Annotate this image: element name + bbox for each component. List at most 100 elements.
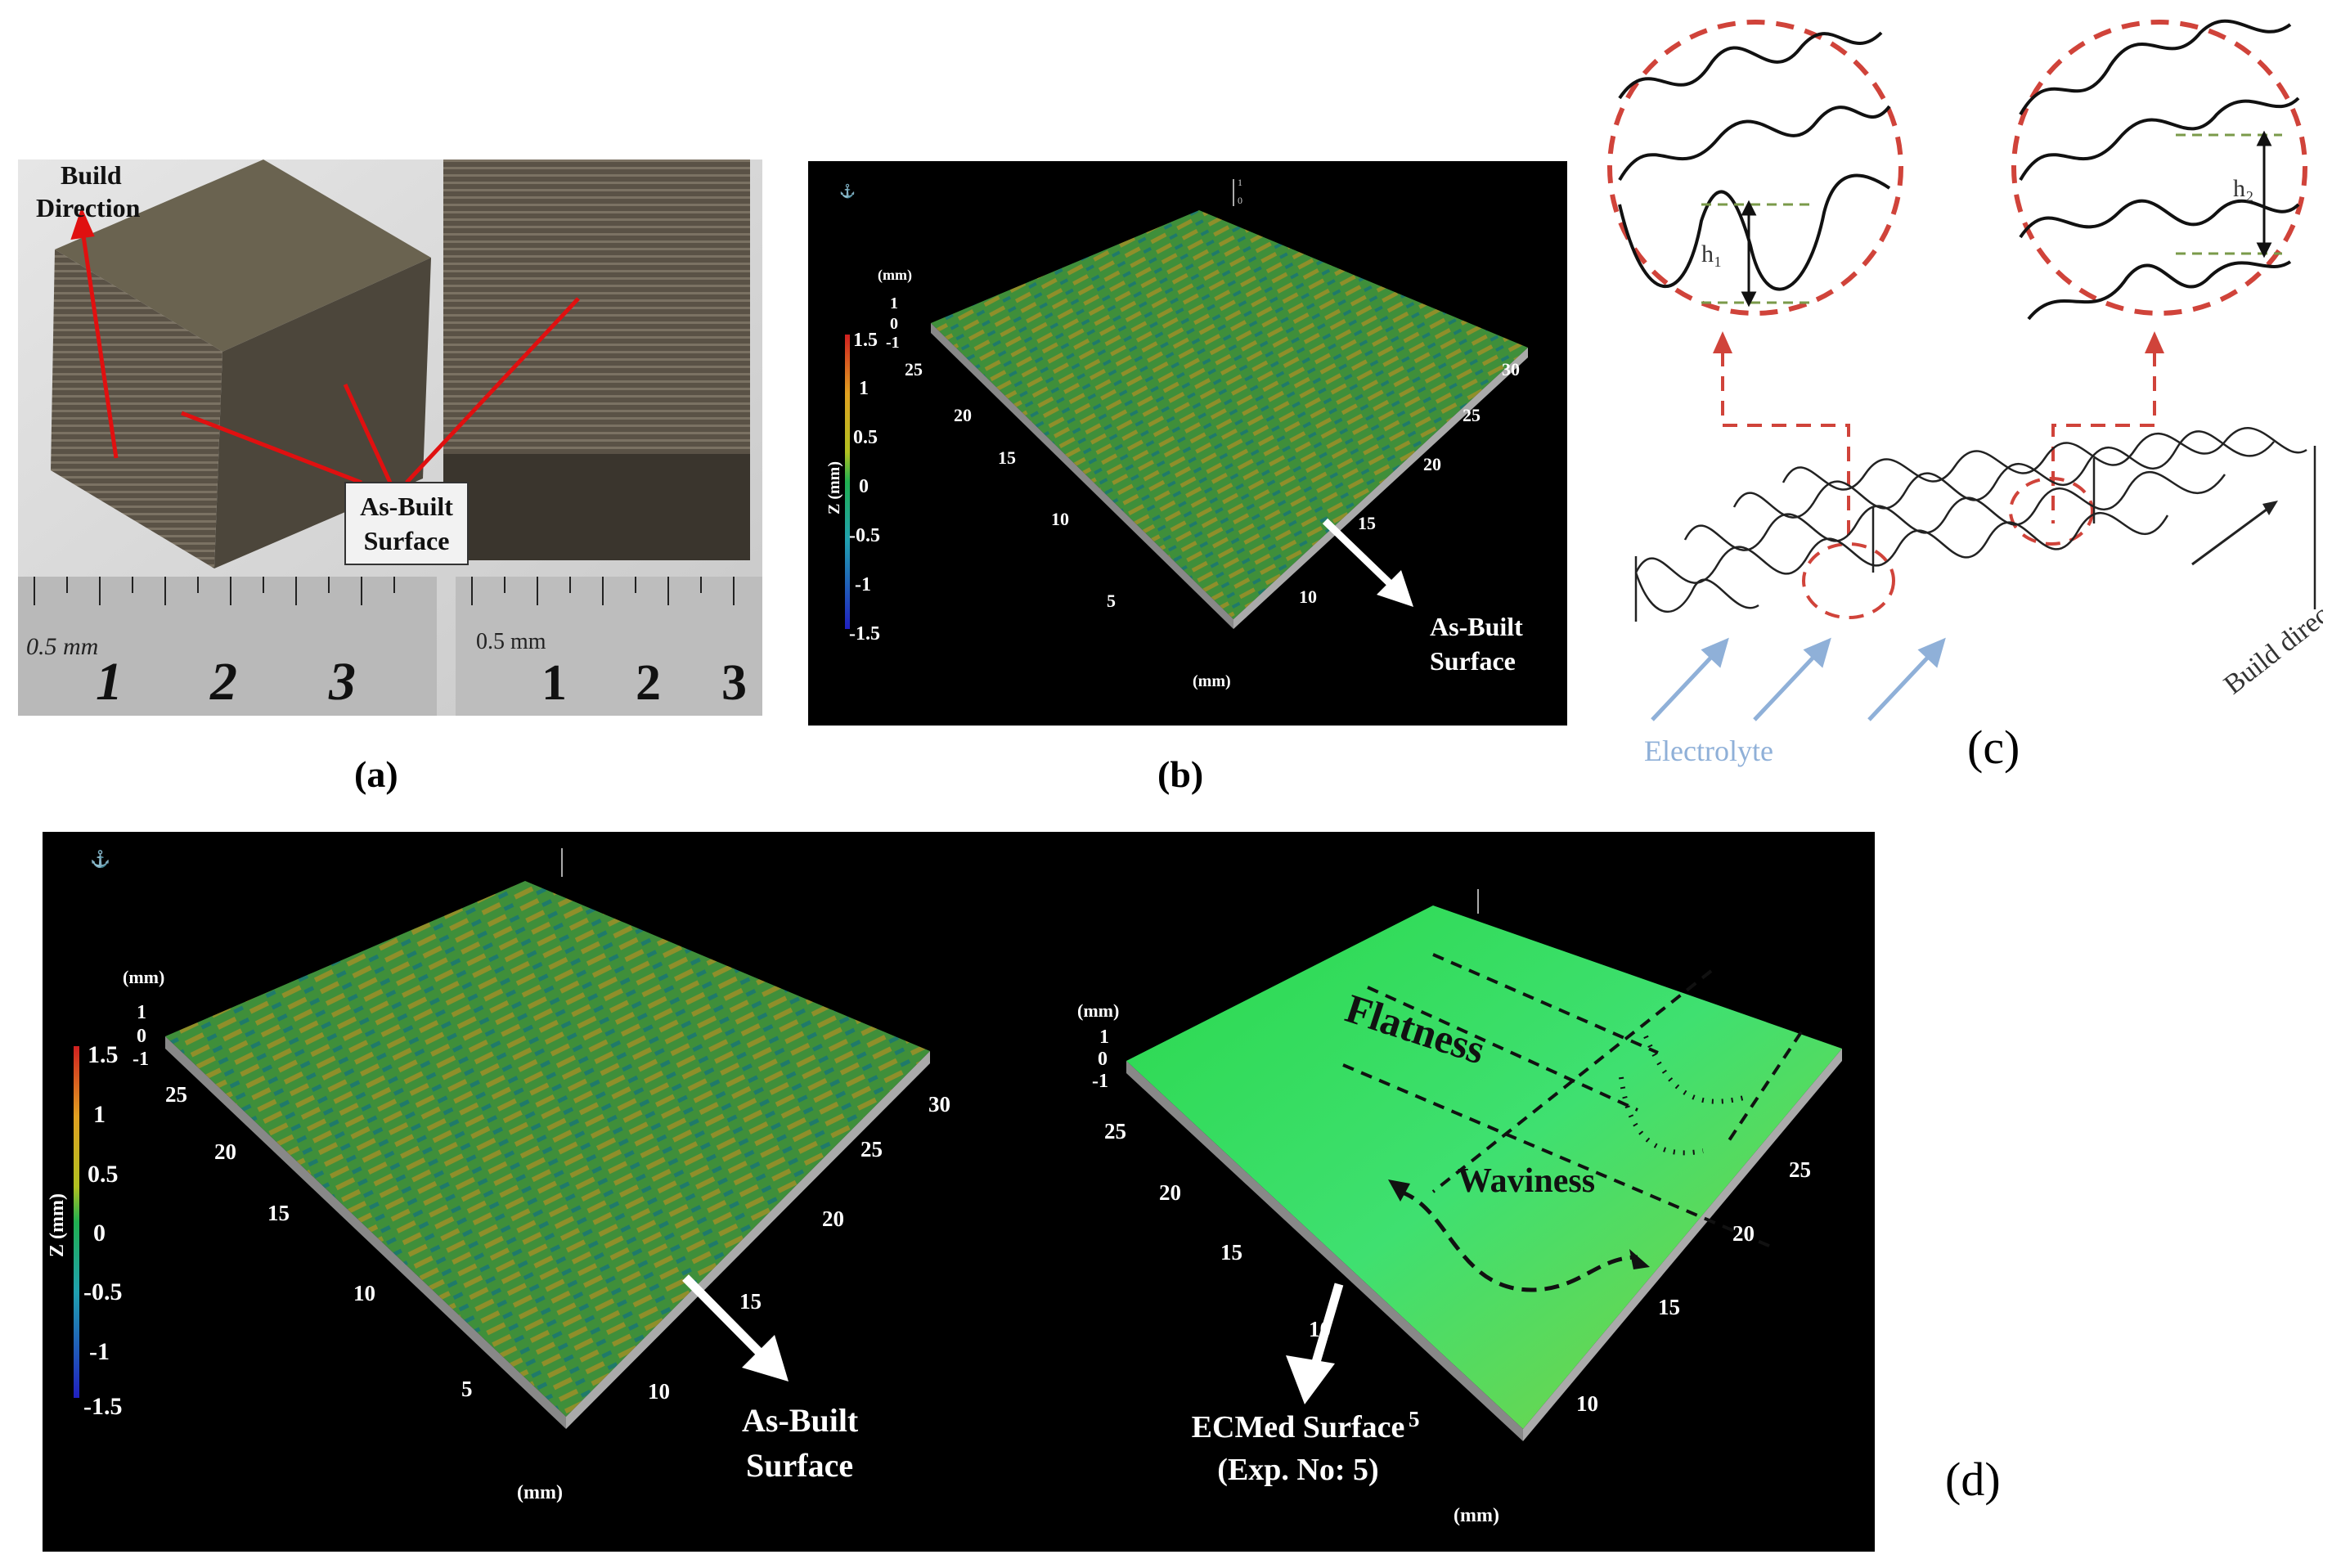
right-axis-tick: 10 <box>1299 586 1317 607</box>
left-axis-tick: 5 <box>461 1377 473 1401</box>
ruler-left-num-2: 2 <box>209 652 237 712</box>
z-unit: (mm) <box>878 267 912 284</box>
ruler-right-unit: 0.5 mm <box>476 629 546 654</box>
z-unit: (mm) <box>1077 1000 1119 1021</box>
surface-side-right <box>566 1051 930 1429</box>
colorbar-tick: -0.5 <box>849 525 880 546</box>
ruler-left-unit: 0.5 mm <box>26 633 98 660</box>
ruler-right-num-1: 1 <box>541 655 567 711</box>
panel-c-label: (c) <box>1967 721 2020 774</box>
right-axis-tick: 25 <box>1789 1157 1811 1182</box>
ruler-left-num-1: 1 <box>96 652 123 712</box>
z-tick: -1 <box>133 1049 149 1070</box>
right-axis-tick: 25 <box>1463 405 1481 425</box>
ruler-right-num-2: 2 <box>636 655 661 711</box>
z-tick: 1 <box>1099 1027 1109 1048</box>
xy-unit: (mm) <box>1193 672 1231 690</box>
colorbar-tick: -1 <box>855 574 871 595</box>
ruler-left <box>18 577 437 716</box>
left-axis-tick: 25 <box>905 359 923 380</box>
panel-a-label: (a) <box>354 753 398 795</box>
colorbar-tick: -1.5 <box>849 623 880 645</box>
z-tick: 1 <box>890 294 898 312</box>
electrolyte-label: Electrolyte <box>1644 735 1773 767</box>
left-axis-tick: 25 <box>1104 1119 1126 1143</box>
ecmed-label-1: ECMed Surface <box>1192 1410 1405 1444</box>
magnifier-left <box>1607 20 1903 316</box>
panel-b-surface-plot: ⚓ 1 0 Z (mm) 1.5 1 0.5 0 -0.5 -1 -1.5 (m… <box>825 177 1528 690</box>
orientation-icon: ⚓ <box>90 849 110 869</box>
left-axis-tick: 15 <box>267 1201 290 1225</box>
right-axis-tick: 15 <box>1358 513 1376 533</box>
as-built-label-2: Surface <box>364 526 450 555</box>
h2-label: h₂ <box>2233 175 2253 202</box>
colorbar-tick: 0.5 <box>853 427 878 448</box>
waviness-label: Waviness <box>1458 1162 1595 1200</box>
right-axis-tick: 20 <box>1732 1221 1755 1246</box>
as-built-arrow <box>1322 518 1413 607</box>
panel-d-surface-plots: ⚓ Z (mm) 1.5 1 0.5 0 -0.5 -1 -1.5 (mm) 1… <box>47 848 1842 1526</box>
axis-tag-top: 1 <box>1238 177 1242 188</box>
panel-b-plot: ⚓ 1 0 Z (mm) 1.5 1 0.5 0 -0.5 -1 -1.5 (m… <box>808 161 1567 726</box>
panel-b-label: (b) <box>1157 753 1204 795</box>
surface-profile <box>1634 427 2316 622</box>
pointer-right <box>2145 331 2164 353</box>
ecmed-label-2: (Exp. No: 5) <box>1217 1453 1378 1487</box>
build-direction-label: Build direction <box>2218 573 2323 700</box>
panel-a-illustration: 0.5 mm 1 2 3 0.5 mm 1 2 3 Build Directio… <box>18 159 762 716</box>
ruler-right <box>456 577 762 716</box>
z-tick: -1 <box>1092 1071 1108 1092</box>
build-direction-arrow <box>2191 505 2271 566</box>
magnifier-right <box>2011 20 2307 316</box>
surface-side-right <box>1523 1049 1842 1441</box>
right-axis-tick: 20 <box>822 1206 844 1231</box>
orientation-icon: ⚓ <box>839 183 856 199</box>
cube-side-face <box>443 159 750 454</box>
right-axis-tick: 15 <box>739 1289 762 1314</box>
colorbar <box>74 1046 79 1398</box>
as-built-label-2: Surface <box>746 1447 853 1484</box>
colorbar-tick: -1 <box>89 1338 110 1365</box>
right-axis-tick: 15 <box>1658 1295 1680 1319</box>
build-direction-arrow <box>79 224 119 459</box>
surface-side-left <box>165 1036 566 1429</box>
panel-d-plot: ⚓ Z (mm) 1.5 1 0.5 0 -0.5 -1 -1.5 (mm) 1… <box>43 832 1875 1552</box>
ecmed-surface <box>1126 905 1842 1429</box>
colorbar-tick: 0 <box>859 476 869 497</box>
right-axis-tick: 30 <box>1502 359 1520 380</box>
cube-left-face <box>51 249 222 568</box>
colorbar-tick: -1.5 <box>83 1393 123 1420</box>
left-axis-tick: 5 <box>1107 591 1116 611</box>
left-axis-tick: 20 <box>214 1139 236 1164</box>
panel-a-photo: 0.5 mm 1 2 3 0.5 mm 1 2 3 Build Directio… <box>18 159 762 716</box>
colorbar-tick: 0.5 <box>88 1161 119 1188</box>
colorbar-tick: 1 <box>859 378 869 399</box>
left-axis-tick: 15 <box>998 447 1016 468</box>
build-direction-label-2: Direction <box>36 193 141 222</box>
ruler-left-num-3: 3 <box>328 652 356 712</box>
colorbar-tick: -0.5 <box>83 1278 123 1305</box>
z-tick: 0 <box>1098 1049 1108 1070</box>
left-axis-tick: 25 <box>165 1082 187 1107</box>
xy-unit: (mm) <box>1454 1505 1499 1526</box>
waviness-curve <box>1400 1189 1638 1292</box>
right-axis-tick: 30 <box>928 1092 950 1116</box>
as-built-label-1: As-Built <box>1430 612 1523 641</box>
left-axis-tick: 20 <box>954 405 972 425</box>
z-tick: 1 <box>137 1002 146 1023</box>
as-built-surface <box>165 881 930 1417</box>
surface-side-left <box>1126 1061 1523 1441</box>
right-axis-tick: 10 <box>648 1379 670 1404</box>
flatness-waviness-marks <box>1342 953 1803 1251</box>
colorbar-title: Z (mm) <box>47 1193 68 1257</box>
panel-d-label: (d) <box>1945 1453 2001 1506</box>
h1-label: h₁ <box>1701 240 1722 267</box>
colorbar <box>845 335 850 629</box>
surface-side-left <box>931 323 1233 629</box>
z-tick: -1 <box>886 334 900 352</box>
as-built-label-1: As-Built <box>742 1402 859 1439</box>
build-direction-label-1: Build <box>61 160 122 190</box>
panel-c-diagram: h₁ h₂ Build direction <box>1603 0 2332 777</box>
left-axis-tick: 10 <box>353 1281 375 1305</box>
colorbar-tick: 1.5 <box>88 1041 119 1068</box>
